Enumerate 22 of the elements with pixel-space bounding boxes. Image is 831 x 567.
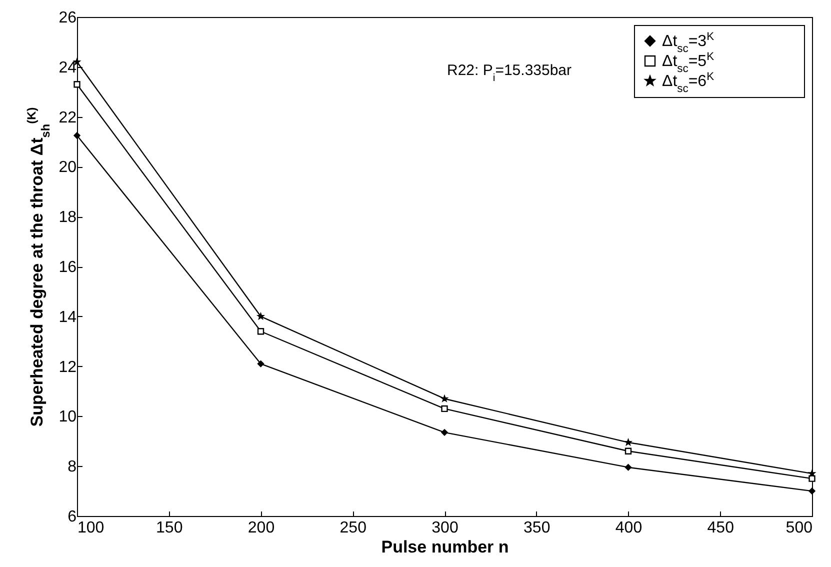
x-tick-label: 100 [78,520,104,536]
x-axis-title: Pulse number n [381,538,509,556]
x-tick-label: 450 [707,520,734,536]
y-tick-label: 26 [58,10,77,26]
annotation: R22: P$_{i}$=15.335bar [447,62,572,84]
x-tick-label: 200 [248,520,275,536]
x-tick-label: 500 [786,520,813,536]
x-tick-label: 250 [340,520,367,536]
y-tick-label: 12 [58,358,77,376]
y-tick-label: 6 [68,508,77,526]
y-tick-label: 22 [58,109,77,126]
y-tick-label: 16 [58,259,77,276]
x-tick-label: 400 [615,520,642,536]
x-tick-label: 150 [156,520,183,536]
y-tick-label: 18 [58,209,77,226]
y-tick-label: 14 [58,308,77,326]
y-tick-label: 20 [58,159,77,176]
y-tick-label: 24 [58,59,77,76]
y-tick-label: 10 [58,408,77,426]
x-tick-label: 300 [432,520,458,536]
y-tick-label: 8 [68,458,77,476]
x-tick-label: 350 [524,520,550,536]
